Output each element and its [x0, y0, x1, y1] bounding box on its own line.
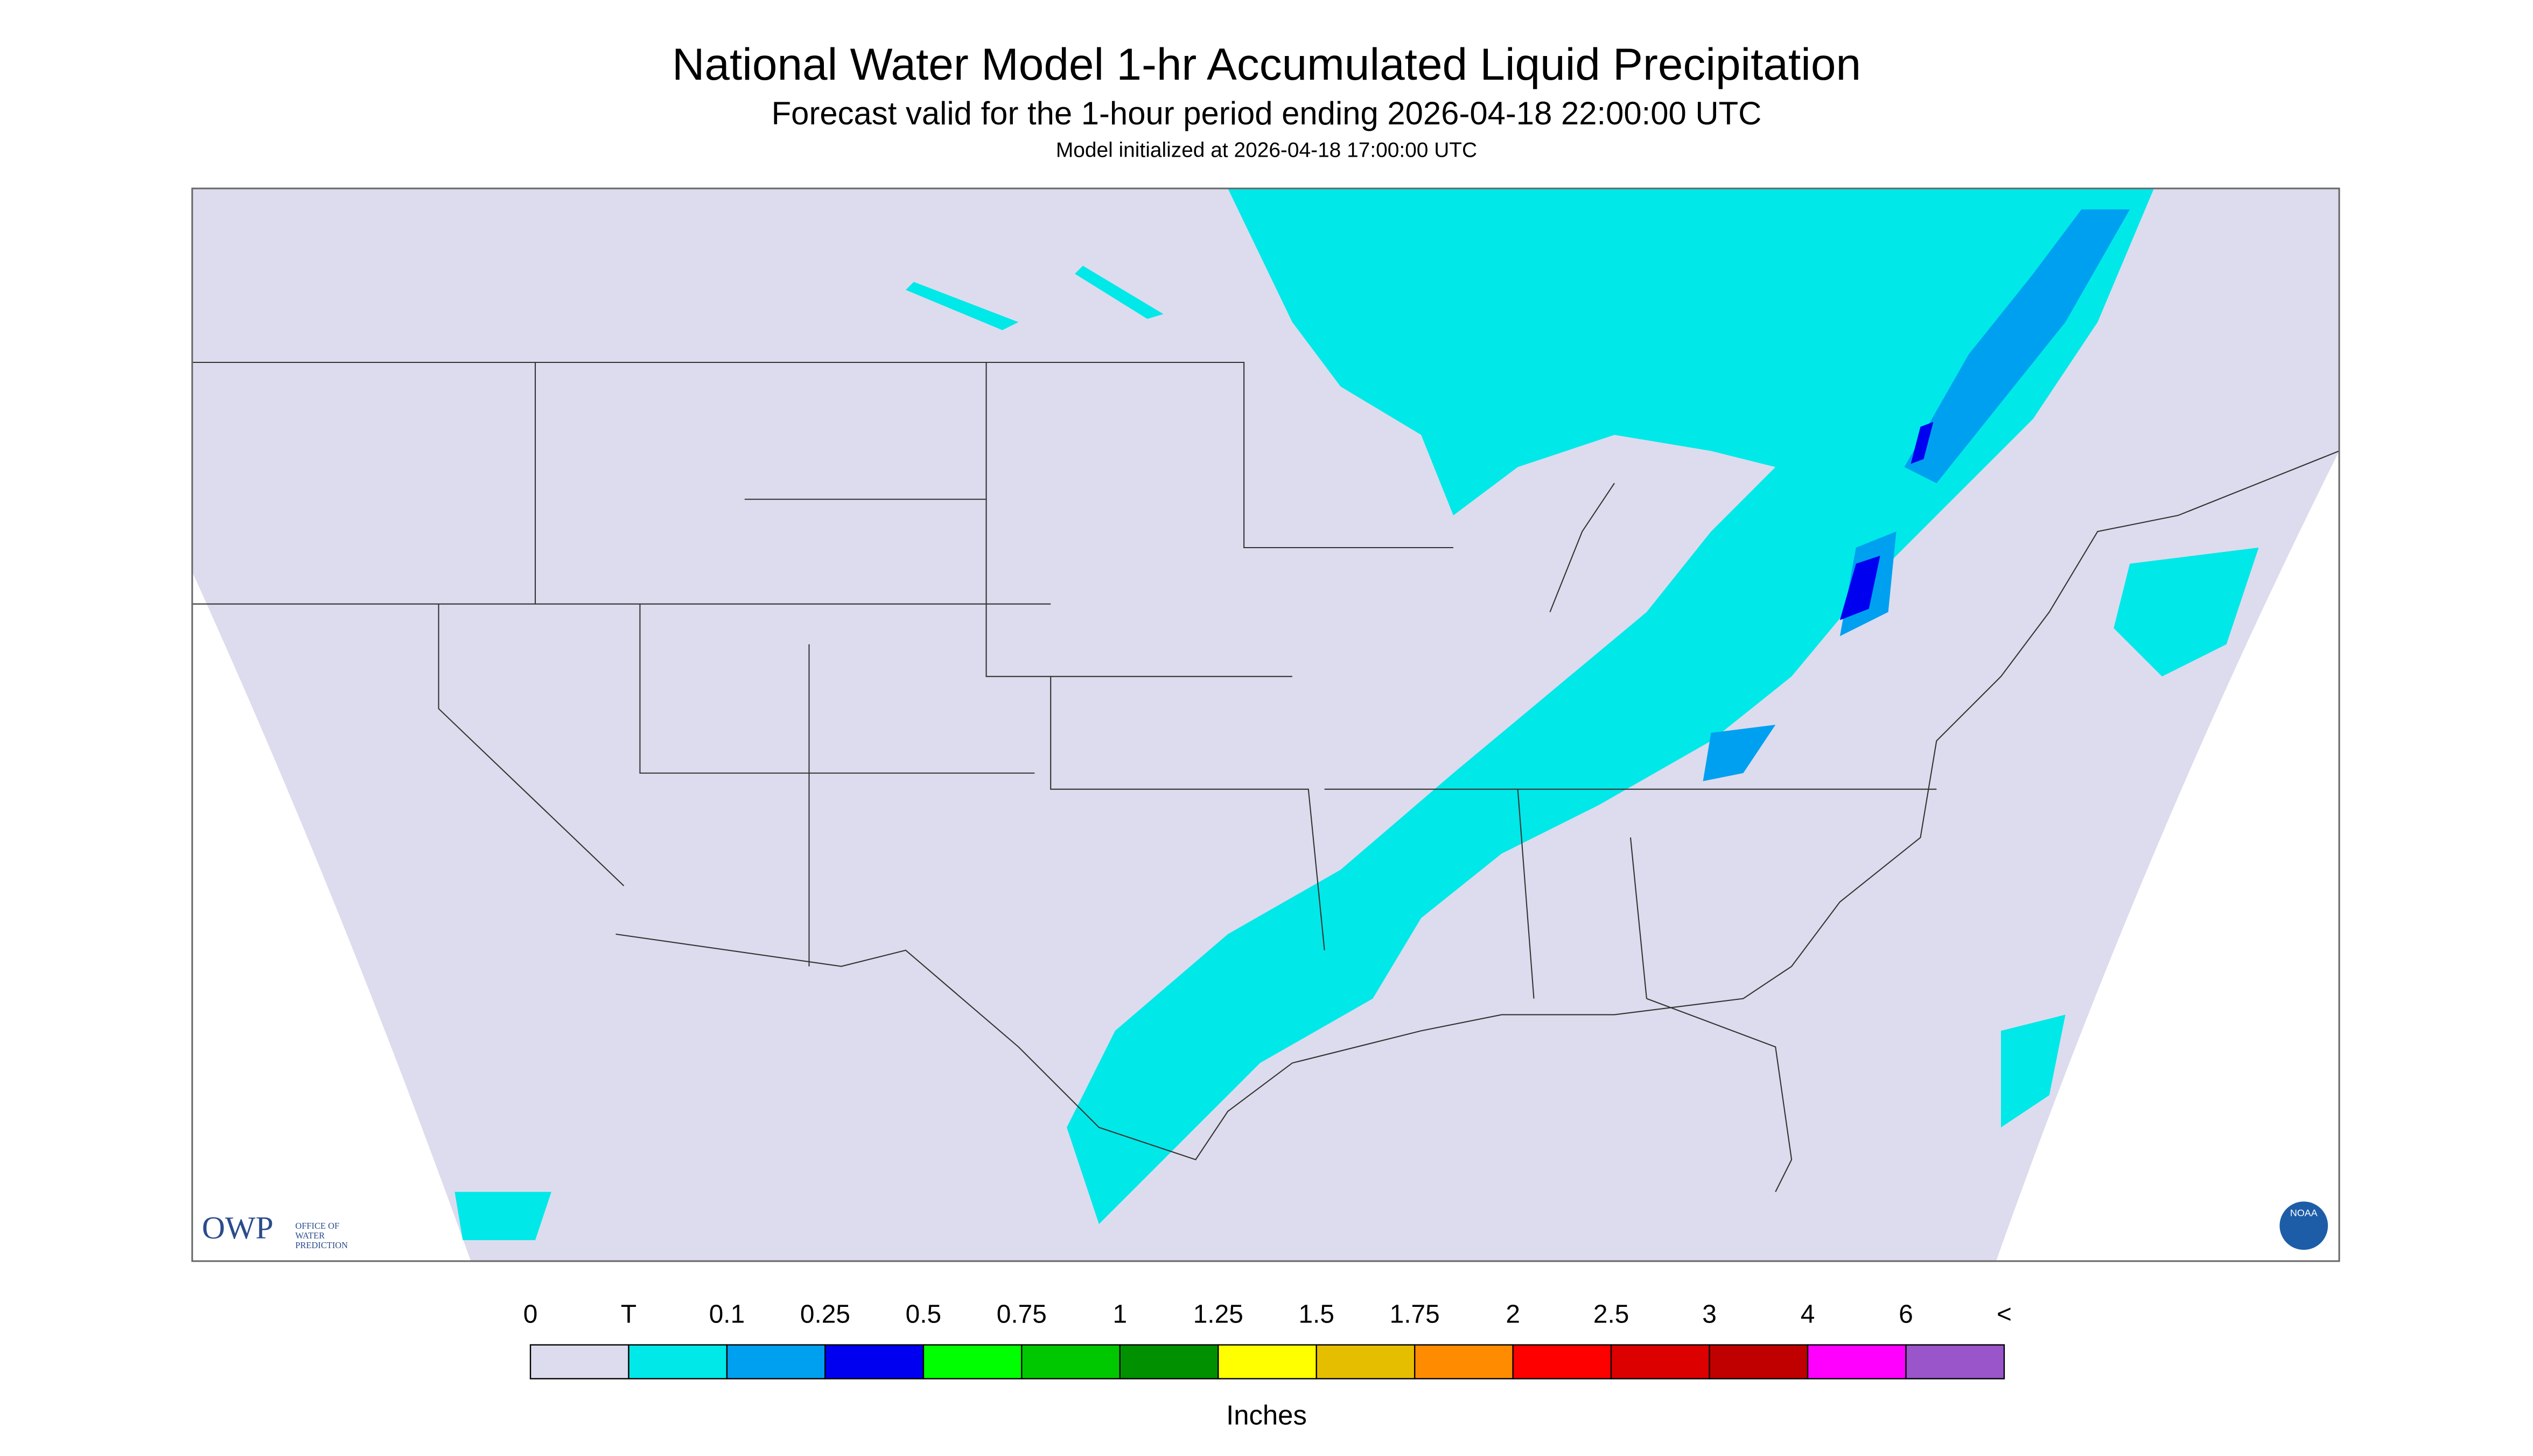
legend-label: 0.5 — [906, 1300, 942, 1328]
precip-moderate — [1839, 555, 1880, 620]
legend-label: 4 — [1801, 1300, 1815, 1328]
legend-swatch — [1709, 1344, 1809, 1380]
owp-text: OFFICE OF — [295, 1221, 339, 1231]
legend: 0 T 0.1 0.25 0.5 0.75 1 1.25 1.5 1.75 2 2.5 3 4 6 < — [523, 1300, 2012, 1380]
legend-unit: Inches — [1226, 1400, 1307, 1431]
legend-swatch — [1414, 1344, 1514, 1380]
legend-swatch — [529, 1344, 629, 1380]
precip-trace — [1075, 265, 1164, 319]
precip-trace — [905, 282, 1019, 331]
legend-label: 3 — [1702, 1300, 1717, 1328]
legend-label: 1.25 — [1193, 1300, 1243, 1328]
legend-label: 2.5 — [1593, 1300, 1629, 1328]
legend-swatch — [1316, 1344, 1416, 1380]
subtitle: Forecast valid for the 1-hour period end… — [772, 95, 1762, 131]
noaa-logo — [2279, 1201, 2328, 1250]
legend-swatch — [1512, 1344, 1612, 1380]
legend-swatch — [1119, 1344, 1219, 1380]
noaa-text: NOAA — [2290, 1207, 2318, 1218]
legend-label: 1 — [1113, 1300, 1128, 1328]
precip-trace — [454, 1192, 551, 1241]
legend-label: 0.1 — [709, 1300, 745, 1328]
legend-label: T — [621, 1300, 636, 1328]
legend-label: < — [1997, 1300, 2012, 1328]
legend-label: 1.5 — [1298, 1300, 1334, 1328]
precip-trace — [2114, 547, 2259, 677]
legend-label: 0 — [523, 1300, 538, 1328]
legend-swatch — [1217, 1344, 1317, 1380]
precip-trace — [2000, 1014, 2066, 1128]
legend-label: 0.75 — [997, 1300, 1047, 1328]
legend-swatch — [1610, 1344, 1710, 1380]
legend-swatch — [1021, 1344, 1121, 1380]
legend-label: 0.25 — [800, 1300, 850, 1328]
projection-edge — [1996, 451, 2340, 1262]
owp-text: WATER — [295, 1230, 325, 1241]
legend-swatch — [824, 1344, 925, 1380]
precip-moderate — [1911, 422, 1934, 464]
legend-swatch — [1905, 1344, 2005, 1380]
precip-light — [1904, 209, 2130, 484]
projection-edge — [192, 188, 471, 1262]
init-time: Model initialized at 2026-04-18 17:00:00… — [1056, 138, 1477, 162]
legend-swatch — [1807, 1344, 1907, 1380]
owp-logo: OWP — [202, 1210, 274, 1245]
map-frame — [191, 187, 2340, 1262]
legend-label: 6 — [1899, 1300, 1913, 1328]
map: OWP OFFICE OF WATER PREDICTION NOAA — [191, 187, 2340, 1262]
legend-label: 2 — [1506, 1300, 1520, 1328]
precip-light — [1703, 725, 1776, 781]
title: National Water Model 1-hr Accumulated Li… — [672, 39, 1861, 89]
legend-label: 1.75 — [1390, 1300, 1440, 1328]
legend-swatch — [922, 1344, 1023, 1380]
legend-swatch — [628, 1344, 728, 1380]
owp-text: PREDICTION — [295, 1240, 348, 1250]
legend-swatch — [726, 1344, 826, 1380]
precip-trace — [1067, 188, 2154, 1224]
